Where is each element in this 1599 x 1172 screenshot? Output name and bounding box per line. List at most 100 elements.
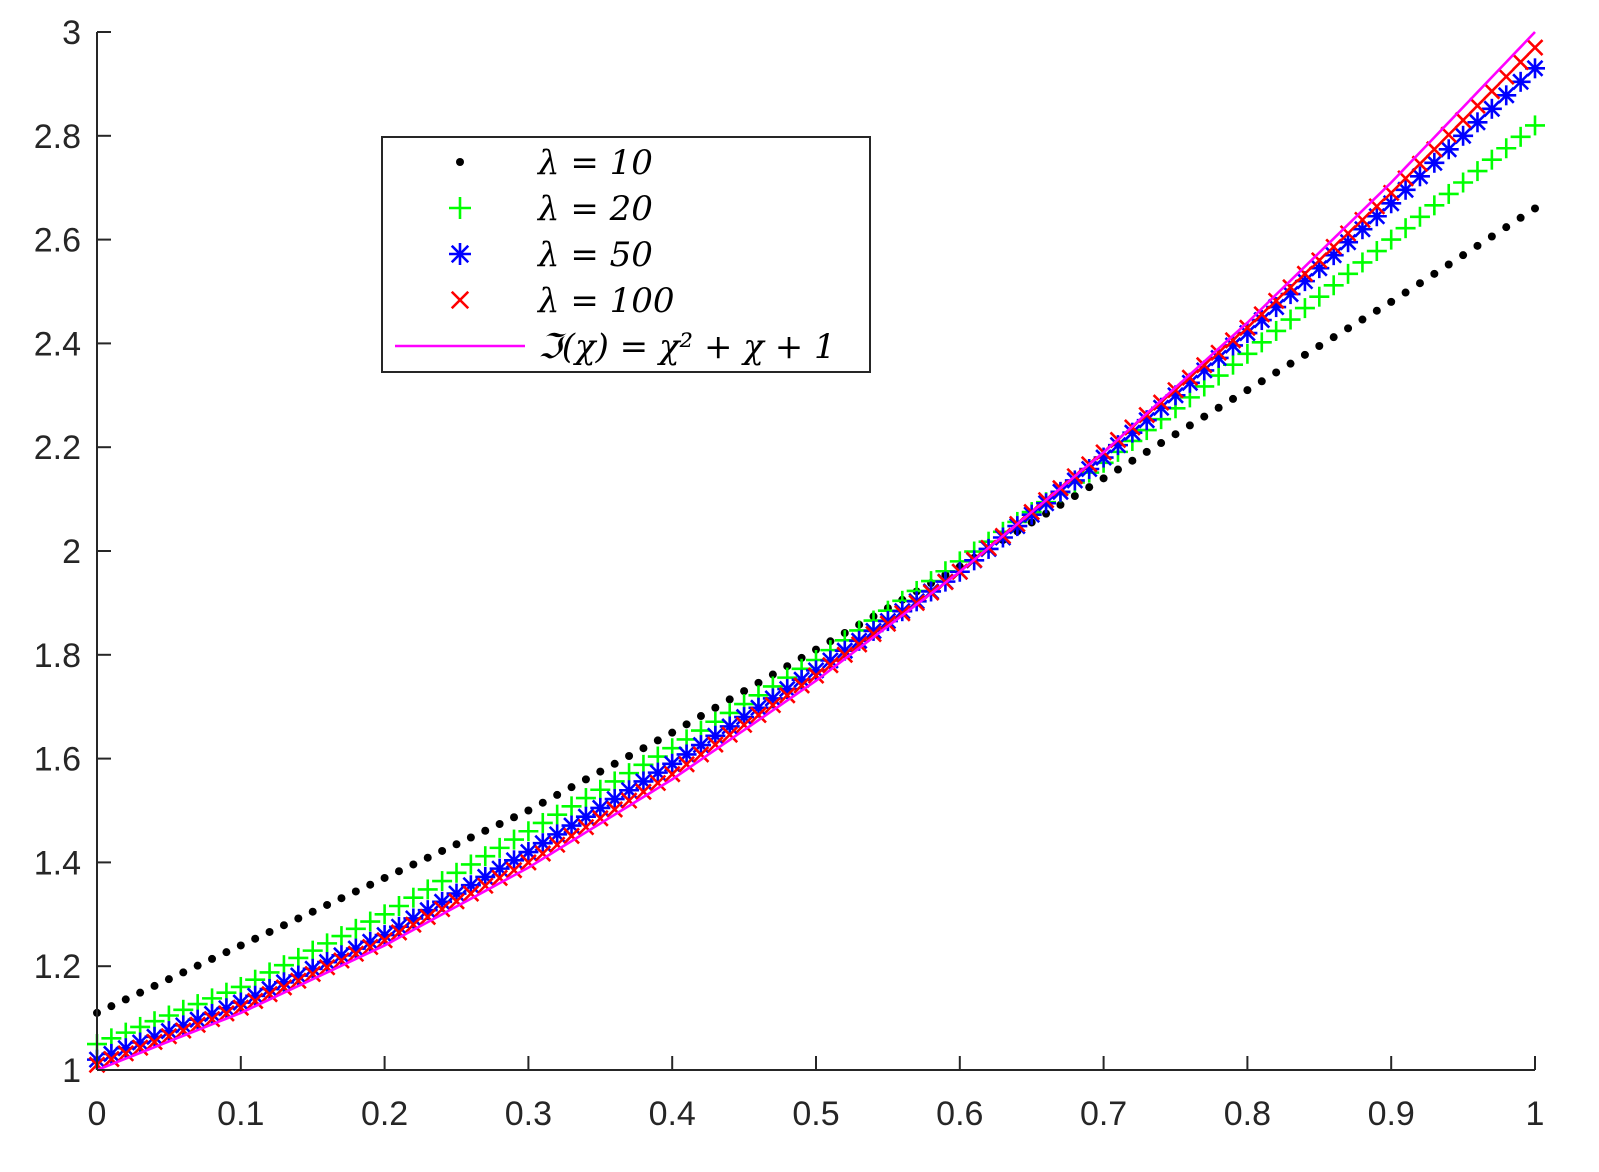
data-point <box>1430 269 1439 278</box>
data-point <box>850 636 868 653</box>
data-point <box>692 746 710 763</box>
data-point <box>1481 149 1502 170</box>
data-point <box>1085 483 1094 492</box>
data-point <box>1409 166 1430 187</box>
legend-label: λ = 100 <box>536 281 675 321</box>
data-point <box>575 806 596 827</box>
data-point <box>591 809 609 827</box>
data-point <box>1237 343 1258 364</box>
data-point <box>581 775 590 784</box>
data-point <box>218 1005 235 1022</box>
data-point <box>678 755 695 773</box>
data-point <box>567 783 576 792</box>
data-point <box>524 806 533 815</box>
data-point <box>1381 229 1402 250</box>
data-point <box>547 824 568 845</box>
legend-label: ℑ(χ) = χ² + χ + 1 <box>538 327 836 367</box>
data-point <box>1214 403 1223 412</box>
data-point <box>735 716 753 734</box>
data-point <box>495 819 504 828</box>
data-point <box>793 677 811 694</box>
data-point <box>1315 341 1324 350</box>
y-tick-label: 1.8 <box>34 637 81 675</box>
x-tick-label: 0.8 <box>1224 1095 1271 1133</box>
legend-label: λ = 50 <box>536 235 653 275</box>
data-point <box>462 885 480 902</box>
data-point <box>351 887 360 896</box>
data-point <box>1512 53 1530 71</box>
data-point <box>1208 365 1229 386</box>
data-point <box>1525 115 1545 136</box>
y-tick-label: 2.2 <box>34 429 81 467</box>
data-point <box>275 979 293 996</box>
data-point <box>797 653 806 662</box>
data-point <box>783 662 792 671</box>
data-point <box>1502 223 1511 232</box>
data-point <box>561 815 582 836</box>
data-point <box>1323 275 1344 296</box>
data-point <box>380 873 389 882</box>
data-point <box>446 862 467 883</box>
data-point <box>663 765 681 783</box>
data-point <box>438 846 447 855</box>
data-point <box>419 908 437 926</box>
data-point <box>366 880 375 889</box>
data-point <box>1344 324 1353 333</box>
data-point <box>1497 68 1515 86</box>
series-4 <box>88 39 1544 1074</box>
data-point <box>460 854 481 875</box>
data-point <box>505 861 523 879</box>
data-point <box>1438 139 1459 160</box>
data-point <box>361 938 379 956</box>
data-point <box>403 887 424 908</box>
data-point <box>768 670 777 679</box>
x-tick-label: 0.3 <box>505 1095 552 1133</box>
data-point <box>1526 39 1544 56</box>
data-point <box>706 736 724 754</box>
data-point <box>1444 260 1453 269</box>
legend-swatch <box>449 197 471 219</box>
data-point <box>337 894 346 903</box>
data-point <box>1401 288 1410 297</box>
data-point <box>232 999 250 1017</box>
data-point <box>246 992 264 1010</box>
data-point <box>504 850 525 871</box>
data-point <box>376 931 394 949</box>
data-point <box>318 958 336 976</box>
data-point <box>1415 279 1424 288</box>
data-point <box>491 869 509 887</box>
data-point <box>331 926 352 947</box>
data-point <box>604 789 625 810</box>
data-point <box>1181 369 1199 387</box>
data-point <box>1286 359 1295 368</box>
data-point <box>388 895 409 916</box>
data-point <box>575 788 596 809</box>
data-point <box>193 961 202 970</box>
data-point <box>174 1022 192 1039</box>
data-point <box>1454 111 1472 129</box>
x-tick-label: 0.2 <box>361 1095 408 1133</box>
data-point <box>1453 125 1474 146</box>
data-point <box>1510 126 1531 147</box>
legend-swatch <box>450 290 470 310</box>
data-point <box>317 933 338 954</box>
data-point <box>510 813 519 822</box>
data-point <box>1531 204 1539 213</box>
data-point <box>561 796 582 817</box>
y-tick-label: 2.6 <box>34 222 81 260</box>
data-point <box>596 767 605 776</box>
data-point <box>273 955 294 976</box>
y-tick-label: 1 <box>62 1052 81 1090</box>
data-point <box>518 821 539 842</box>
data-point <box>548 836 566 854</box>
data-point <box>1424 152 1445 173</box>
data-point <box>754 678 763 687</box>
legend: λ = 10 λ = 20 λ = 50 λ = 100 ℑ(χ) = χ² + χ +… <box>381 136 871 373</box>
data-point <box>1099 474 1108 483</box>
data-point <box>1352 252 1373 273</box>
data-point <box>481 826 490 835</box>
data-point <box>1483 82 1501 100</box>
data-point <box>323 900 332 909</box>
data-point <box>1496 138 1517 159</box>
data-point <box>653 736 662 745</box>
